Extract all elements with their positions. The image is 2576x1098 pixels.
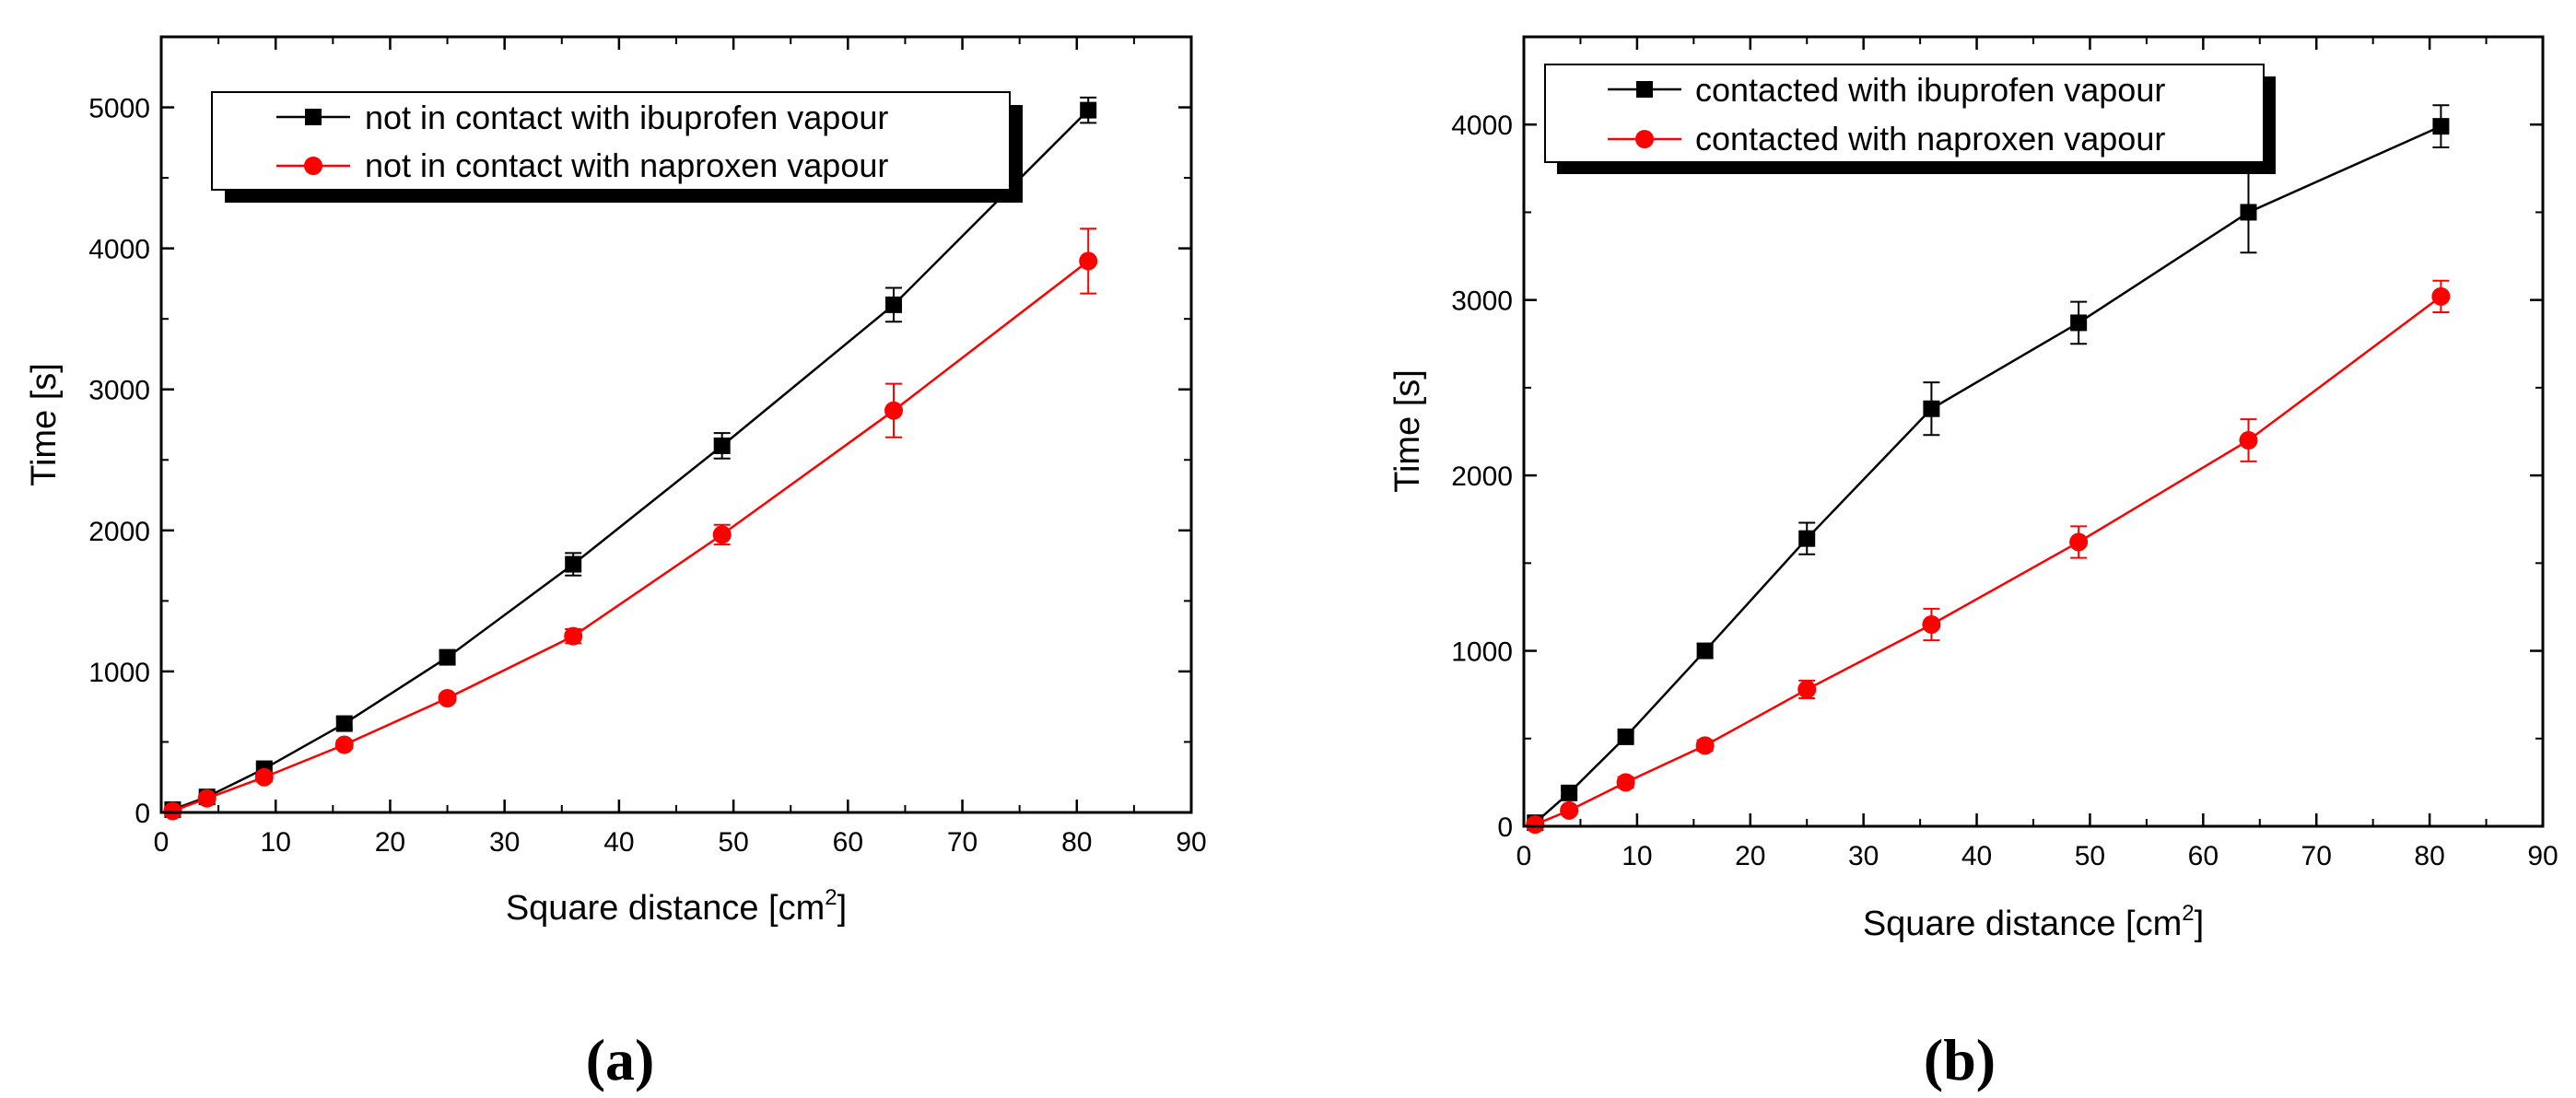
x-tick-label-a-0: 0 [154,827,170,858]
plot-layer-b [1526,104,2451,835]
chart-b: 0 10 20 30 40 50 60 70 80 90 0 1000 2000 3000 4000 con… [1388,35,2558,1092]
x-axis-label-end-a: ] [837,889,848,928]
data-point-b-0-5 [1923,400,1940,417]
legend-marker-a-1 [304,157,322,175]
series-line-a-1 [171,260,1089,812]
ticks-b: 0 10 20 30 40 50 60 70 80 90 0 1000 2000 3000 4000 [1451,37,2558,871]
y-tick-label-a-4: 4000 [88,235,150,265]
y-tick-label-b-2: 2000 [1451,461,1513,492]
data-point-b-1-6 [2069,532,2089,552]
x-axis-label-sup-a: 2 [825,885,837,910]
x-tick-label-a-2: 20 [375,827,405,858]
x-axis-label-a: Square distance [cm2] [506,885,847,928]
y-tick-label-b-0: 0 [1497,812,1513,843]
data-point-b-0-4 [1798,530,1816,547]
series-line-a-0 [171,109,1090,812]
data-point-b-0-1 [1561,784,1578,801]
plot-layer-a [163,96,1098,821]
legend-box-a [211,91,1011,191]
x-tick-label-a-1: 10 [261,827,291,858]
data-point-a-1-3 [334,735,354,754]
data-point-b-1-8 [2431,286,2451,306]
x-tick-label-a-5: 50 [718,827,748,858]
y-tick-label-b-1: 1000 [1451,637,1513,668]
x-tick-label-a-7: 70 [947,827,978,858]
x-tick-label-a-4: 40 [603,827,634,858]
legend-label-b-0: contacted with ibuprofen vapour [1695,71,2165,109]
data-point-a-0-4 [439,648,456,666]
x-tick-label-b-5: 50 [2075,841,2105,871]
data-point-b-1-4 [1797,680,1817,699]
data-point-b-0-3 [1696,642,1714,660]
x-tick-label-b-0: 0 [1516,841,1532,871]
x-axis-label-b: Square distance [cm2] [1863,901,2204,943]
y-tick-label-a-5: 5000 [88,94,150,124]
legend-marker-b-0 [1636,81,1653,98]
legend-marker-a-0 [305,109,322,125]
y-tick-label-a-2: 2000 [88,517,150,547]
x-tick-label-b-2: 20 [1735,841,1765,871]
ticks-a: 0 10 20 30 40 50 60 70 80 90 0 1000 2000 3000 4000 5000 [88,37,1207,858]
data-point-b-1-7 [2239,431,2258,450]
x-tick-label-a-3: 30 [489,827,520,858]
data-point-a-1-0 [163,801,182,821]
x-tick-label-b-3: 30 [1848,841,1879,871]
legend-marker-b-1 [1635,130,1654,148]
x-axis-label-sup-b: 2 [2182,901,2194,926]
data-point-a-1-8 [1079,251,1098,271]
x-tick-label-b-8: 80 [2414,841,2444,871]
y-axis-label-b: Time [s] [1388,369,1427,493]
x-tick-label-b-4: 40 [1961,841,1992,871]
data-point-a-0-8 [1080,101,1097,119]
y-axis-label-a: Time [s] [25,363,64,486]
data-point-b-0-8 [2432,118,2450,135]
x-tick-label-a-9: 90 [1176,827,1206,858]
legend-label-a-0: not in contact with ibuprofen vapour [365,99,888,136]
data-point-a-0-3 [335,715,353,732]
y-tick-label-a-3: 3000 [88,376,150,406]
data-point-a-0-5 [565,555,582,573]
y-tick-label-b-4: 4000 [1451,111,1513,141]
y-tick-label-a-1: 1000 [88,658,150,688]
data-point-b-1-3 [1695,736,1715,755]
y-tick-label-b-3: 3000 [1451,286,1513,317]
data-point-b-0-6 [2070,314,2088,332]
legend-label-b-1: contacted with naproxen vapour [1695,120,2165,158]
x-tick-label-a-8: 80 [1061,827,1092,858]
data-point-a-1-4 [438,688,457,707]
x-tick-label-b-6: 60 [2188,841,2219,871]
legend-box-b [1544,64,2265,163]
panel-label-a: (a) [586,1027,655,1092]
data-point-a-1-6 [712,525,732,544]
x-axis-label-end-b: ] [2195,905,2205,943]
panel-label-b: (b) [1924,1027,1996,1092]
data-point-b-1-5 [1922,614,1941,634]
data-point-a-0-6 [713,437,731,454]
x-tick-label-b-1: 10 [1622,841,1652,871]
legend-b: contacted with ibuprofen vapour contacte… [1544,64,2276,174]
data-point-a-1-1 [197,788,217,808]
y-tick-label-a-0: 0 [135,799,150,829]
data-point-b-1-2 [1616,773,1635,792]
data-point-b-0-2 [1617,728,1634,745]
data-point-a-1-5 [564,626,583,646]
x-axis-label-main-a: Square distance [cm [506,889,825,928]
data-point-a-0-7 [885,296,903,313]
data-point-b-0-7 [2240,204,2257,221]
series-line-b-0 [1534,124,2441,824]
data-point-b-1-1 [1560,800,1579,820]
x-axis-label-main-b: Square distance [cm [1863,905,2182,943]
legend-label-a-1: not in contact with naproxen vapour [365,146,888,184]
x-tick-label-b-9: 90 [2527,841,2558,871]
data-point-a-1-7 [884,401,904,420]
x-tick-label-a-6: 60 [833,827,863,858]
legend-a: not in contact with ibuprofen vapour not… [211,91,1023,203]
chart-a: 0 10 20 30 40 50 60 70 80 90 0 1000 2000 3000 4000 5000… [25,35,1207,1092]
data-point-b-1-0 [1526,815,1545,835]
x-tick-label-b-7: 70 [2301,841,2332,871]
data-point-a-1-2 [254,767,274,787]
